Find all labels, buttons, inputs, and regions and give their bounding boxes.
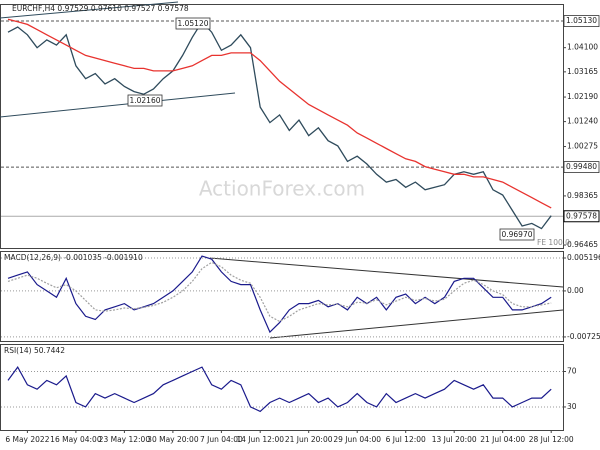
y-tick-label: 0.00 — [567, 286, 584, 295]
y-tick-label: 0.96465 — [567, 240, 598, 249]
price-panel — [0, 4, 564, 249]
macd-panel — [0, 251, 564, 342]
series-line — [7, 18, 552, 209]
rsi-panel — [0, 344, 564, 431]
level-box — [563, 161, 600, 173]
x-tick-label: 14 Jun 12:00 — [236, 435, 284, 444]
x-tick-label: 28 Jul 12:00 — [529, 435, 574, 444]
y-tick-label: 0.98365 — [567, 191, 598, 200]
y-tick-label: -0.007259 — [567, 332, 600, 341]
x-tick-label: 21 Jun 20:00 — [285, 435, 333, 444]
y-tick-label: 1.01240 — [567, 117, 598, 126]
annotation-box — [175, 17, 211, 30]
rsi-title: RSI(14) 50.7442 — [4, 346, 65, 355]
y-tick-label: 1.04100 — [567, 43, 598, 52]
x-tick-label: 30 May 20:00 — [147, 435, 199, 444]
trendline — [0, 1, 179, 19]
x-tick-label: 6 May 2022 — [5, 435, 49, 444]
last-price-label: 0.97578 — [566, 211, 597, 220]
y-tick-label: 0.005196 — [567, 253, 600, 262]
level-label: 0.99480 — [566, 162, 597, 171]
triangle-line — [269, 309, 564, 339]
x-tick-label: 16 May 04:00 — [50, 435, 102, 444]
annotations: 1.05120 1.02160 0.96970 FE 100.0 — [127, 17, 570, 247]
level-label: 1.05130 — [566, 16, 597, 25]
annotation: FE 100.0 — [537, 238, 570, 247]
level-box — [563, 15, 600, 27]
annotation-box — [127, 94, 163, 107]
annotation-box — [499, 228, 535, 241]
annotation: 1.05120 — [177, 19, 208, 28]
y-tick-label: 30 — [567, 402, 577, 411]
x-tick-label: 7 Jun 04:00 — [200, 435, 243, 444]
annotation: 1.02160 — [129, 96, 160, 105]
watermark: ActionForex.com — [199, 177, 365, 201]
last-price-box — [563, 210, 600, 223]
triangle-line — [209, 257, 564, 288]
series-line — [7, 365, 552, 413]
y-tick-label: 1.02190 — [567, 92, 598, 101]
series-line — [7, 255, 552, 334]
x-tick-label: 21 Jul 04:00 — [480, 435, 525, 444]
y-tick-label: 1.00275 — [567, 142, 598, 151]
x-tick-label: 23 May 12:00 — [99, 435, 151, 444]
chart-title: EURCHF,H4 0.97529 0.97610 0.97527 0.9757… — [12, 4, 189, 13]
series-line — [7, 261, 552, 323]
y-tick-label: 70 — [567, 366, 577, 375]
trendline — [0, 92, 236, 118]
annotation: 0.96970 — [501, 230, 532, 239]
x-tick-label: 29 Jun 04:00 — [333, 435, 381, 444]
x-tick-label: 6 Jul 12:00 — [386, 435, 426, 444]
y-tick-label: 1.03165 — [567, 67, 598, 76]
x-tick-label: 13 Jul 20:00 — [432, 435, 477, 444]
series-line — [7, 20, 552, 230]
